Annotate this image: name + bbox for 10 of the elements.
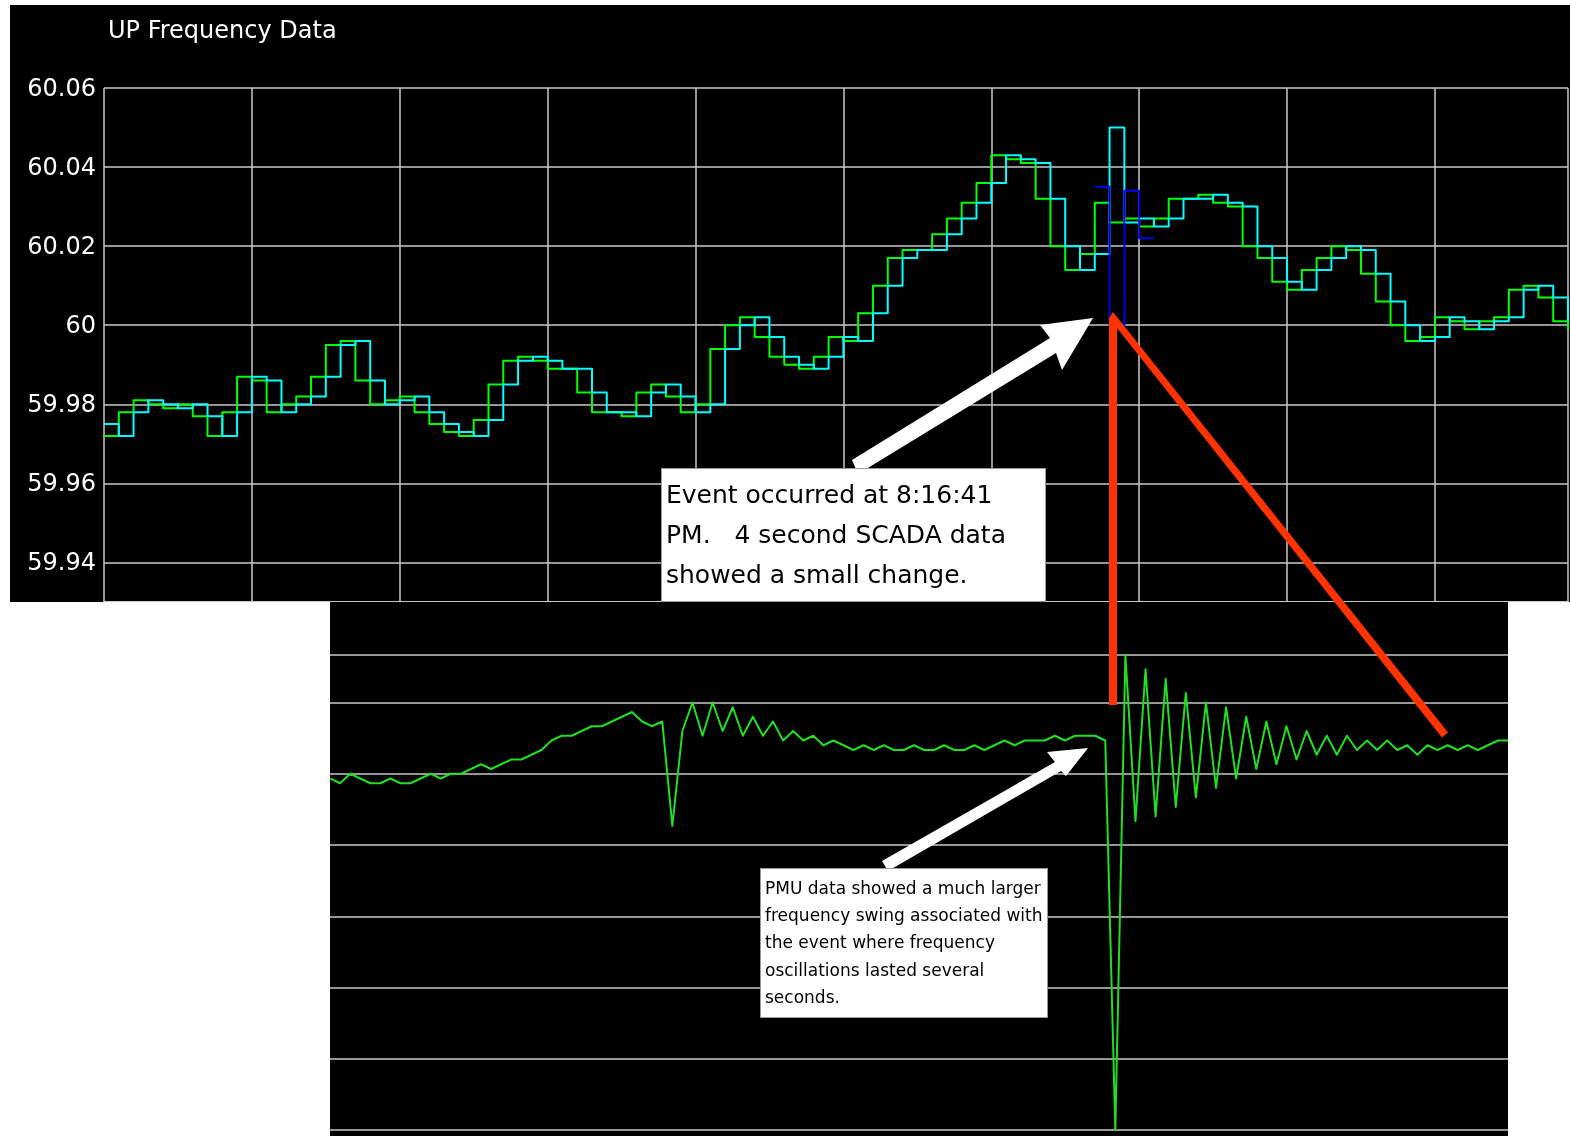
annotation: Event occurred at 8:16:41 PM. 4 second SCADA data showed a small change. — [661, 468, 1046, 602]
y-tick-label: 60.02 — [27, 232, 96, 261]
y-tick-label: 60.06 — [27, 74, 96, 102]
annotation: PMU data showed a much larger frequency swing associated with the event where frequency oscillations lasted several seconds. — [760, 868, 1048, 1018]
y-tick-label: 59.98 — [27, 390, 96, 419]
y-tick-label: 59.96 — [27, 469, 96, 498]
y-tick-label: 60.04 — [27, 153, 96, 182]
y-tick-label: 60 — [65, 311, 96, 340]
y-tick-label: 59.94 — [27, 548, 96, 577]
chart-title: UP Frequency Data — [108, 16, 337, 44]
